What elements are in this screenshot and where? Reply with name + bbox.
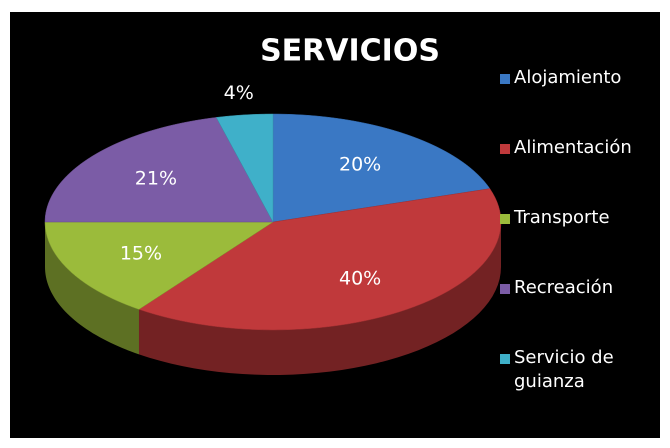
legend-swatch [500, 354, 510, 364]
legend-label: Transporte [514, 207, 610, 228]
data-label: 15% [120, 242, 162, 264]
legend-item: Recreación [500, 276, 650, 346]
slice-side [138, 222, 501, 375]
legend-swatch [500, 284, 510, 294]
legend: Alojamiento Alimentación Transporte Recreac… [500, 66, 650, 416]
legend-item: Transporte [500, 206, 650, 276]
legend-item: Servicio de guianza [500, 346, 650, 416]
data-label: 4% [224, 82, 254, 104]
legend-label: Alojamiento [514, 67, 622, 88]
slice [215, 113, 274, 223]
data-label: 40% [339, 267, 381, 289]
slice [138, 188, 502, 331]
legend-item: Alimentación [500, 136, 650, 206]
legend-item: Alojamiento [500, 66, 650, 136]
slice [272, 113, 491, 223]
slice [44, 117, 274, 223]
legend-label: Recreación [514, 277, 614, 298]
slice-side [45, 222, 139, 355]
legend-swatch [500, 74, 510, 84]
legend-label: Servicio de guianza [514, 347, 614, 392]
data-label: 20% [339, 154, 381, 176]
legend-swatch [500, 144, 510, 154]
data-label: 21% [135, 167, 177, 189]
slice [44, 221, 274, 310]
chart-title: SERVICIOS [260, 34, 440, 69]
legend-swatch [500, 214, 510, 224]
legend-label: Alimentación [514, 137, 632, 158]
